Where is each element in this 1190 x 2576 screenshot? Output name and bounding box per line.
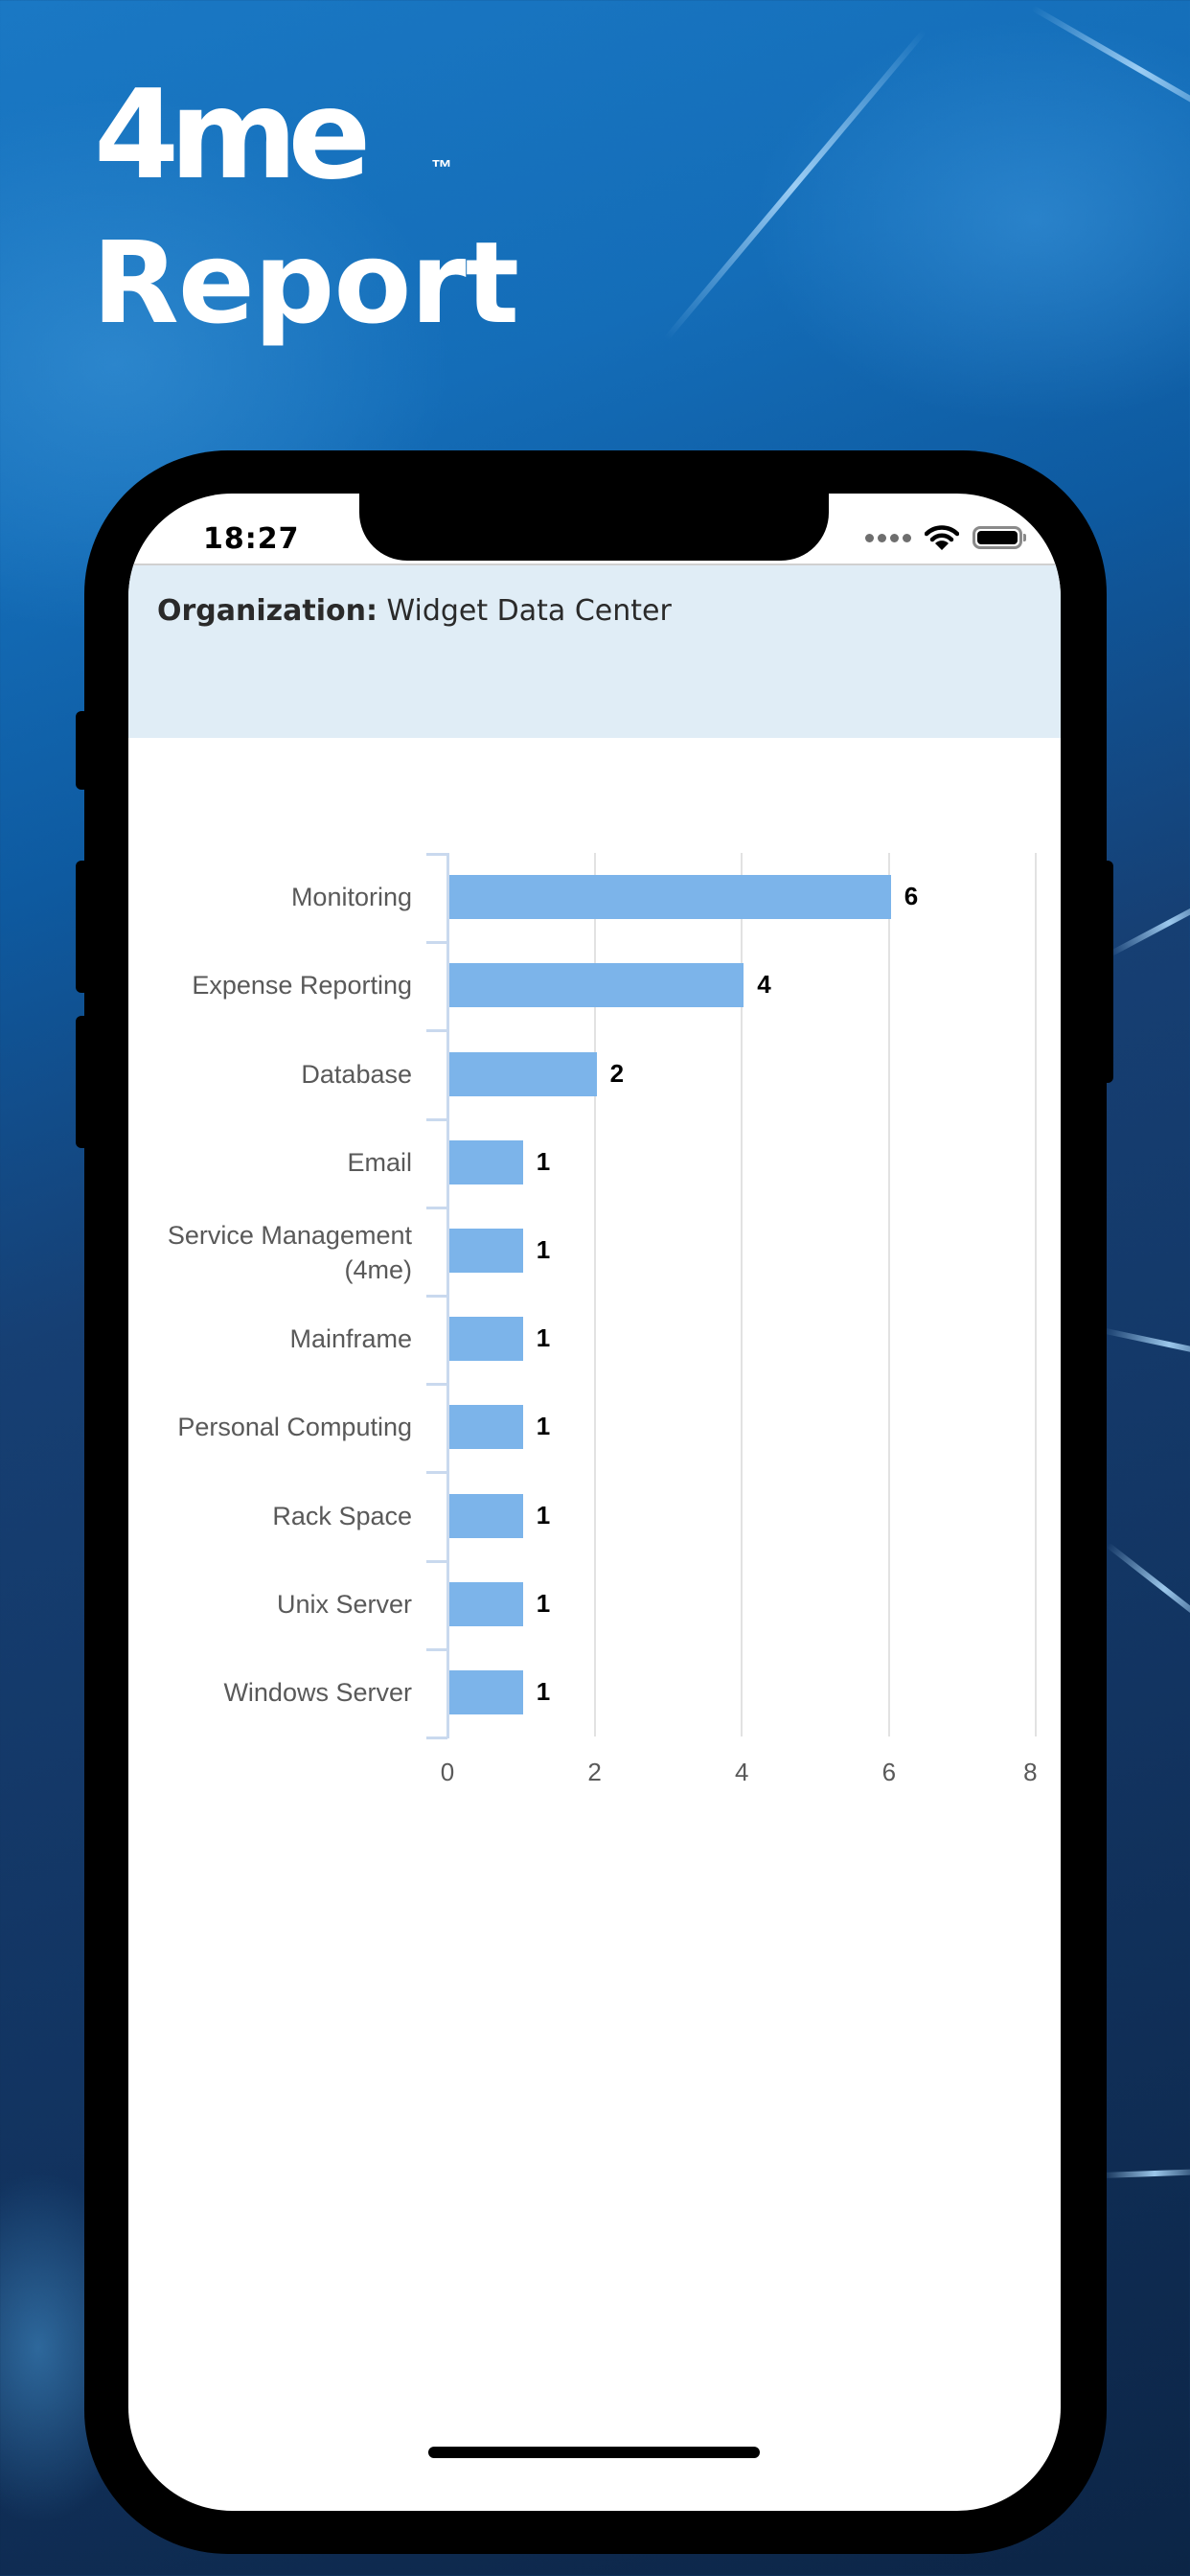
bar-chart: 6 Monitoring 4 Expense Reporting 2 Database 1 E… xyxy=(128,494,1061,2511)
chart-data-label: 6 xyxy=(904,882,919,911)
chart-x-tick-label: 0 xyxy=(440,1758,455,1786)
page-title: Report xyxy=(92,217,519,349)
background-light-streak xyxy=(1102,1327,1190,1362)
chart-data-label: 4 xyxy=(757,970,771,1000)
background-light-streak xyxy=(1101,2169,1190,2178)
chart-data-label: 1 xyxy=(536,1588,551,1618)
chart-axis-tick xyxy=(426,1029,447,1033)
chart-data-label: 2 xyxy=(609,1058,625,1088)
chart-x-tick-label: 6 xyxy=(881,1758,897,1786)
battery-icon xyxy=(973,526,1026,549)
background-light-streak xyxy=(1106,1542,1190,1636)
chart-axis-tick xyxy=(426,1383,447,1387)
phone-screen: 18:27 Organization: Widget Data Center 6… xyxy=(128,494,1061,2511)
organization-header: Organization: Widget Data Center xyxy=(128,564,1061,738)
chart-bar[interactable] xyxy=(449,1228,523,1273)
background-light-streak xyxy=(1030,5,1190,135)
chart-gridline xyxy=(741,853,744,1736)
chart-bar[interactable] xyxy=(449,1051,597,1096)
chart-axis-tick xyxy=(426,1559,447,1563)
chart-axis-tick xyxy=(426,853,447,856)
chart-axis-tick xyxy=(426,1206,447,1209)
logo-4me: 4me xyxy=(94,64,371,207)
chart-axis-tick xyxy=(426,1117,447,1121)
signal-dots-icon xyxy=(865,533,911,542)
chart-category-label: Expense Reporting xyxy=(192,971,412,1000)
trademark-symbol: ™ xyxy=(431,155,452,179)
chart-category-label: Database xyxy=(301,1059,412,1089)
chart-x-tick-label: 2 xyxy=(587,1758,602,1786)
chart-gridline xyxy=(1035,853,1038,1736)
chart-bar[interactable] xyxy=(449,1139,523,1184)
chart-bar[interactable] xyxy=(449,963,744,1008)
chart-category-label: Monitoring xyxy=(290,883,412,912)
wifi-icon xyxy=(925,525,959,550)
chart-bar[interactable] xyxy=(449,1581,523,1626)
chart-y-axis xyxy=(446,853,449,1738)
organization-label: Organization: xyxy=(157,594,378,628)
organization-value: Widget Data Center xyxy=(386,594,672,628)
chart-category-label: Mainframe xyxy=(289,1324,412,1354)
chart-bar[interactable] xyxy=(449,1405,523,1450)
chart-category-label: Unix Server xyxy=(276,1589,412,1619)
chart-axis-tick xyxy=(426,1736,447,1739)
organization-line: Organization: Widget Data Center xyxy=(157,594,672,628)
chart-category-label: Personal Computing xyxy=(177,1413,412,1442)
chart-axis-tick xyxy=(426,1295,447,1298)
chart-bar[interactable] xyxy=(449,875,891,920)
status-time: 18:27 xyxy=(203,522,300,556)
chart-data-label: 1 xyxy=(536,1676,551,1706)
chart-axis-tick xyxy=(426,941,447,945)
chart-category-label: Rack Space xyxy=(272,1501,412,1530)
background-light-streak xyxy=(1108,888,1190,957)
chart-data-label: 1 xyxy=(536,1146,551,1176)
chart-data-label: 1 xyxy=(536,1234,551,1264)
chart-category-label: Service Management (4me) xyxy=(167,1220,412,1284)
chart-category-label: Windows Server xyxy=(223,1677,412,1707)
chart-bar[interactable] xyxy=(449,1669,523,1714)
chart-axis-tick xyxy=(426,1647,447,1651)
status-icons xyxy=(865,524,1026,551)
brand-logo: 4me ™ xyxy=(94,64,452,207)
phone-notch xyxy=(359,494,829,561)
chart-bar[interactable] xyxy=(449,1493,523,1538)
chart-gridline xyxy=(887,853,890,1736)
chart-category-label: Email xyxy=(347,1147,412,1177)
background-light-streak xyxy=(663,29,927,341)
chart-data-label: 1 xyxy=(536,1323,551,1353)
chart-x-tick-label: 8 xyxy=(1023,1758,1038,1786)
chart-bar[interactable] xyxy=(449,1317,523,1362)
chart-axis-tick xyxy=(426,1471,447,1475)
chart-data-label: 1 xyxy=(536,1412,551,1441)
chart-x-tick-label: 4 xyxy=(734,1758,749,1786)
home-indicator[interactable] xyxy=(428,2447,760,2458)
chart-data-label: 1 xyxy=(536,1500,551,1530)
chart-gridline xyxy=(593,853,596,1736)
